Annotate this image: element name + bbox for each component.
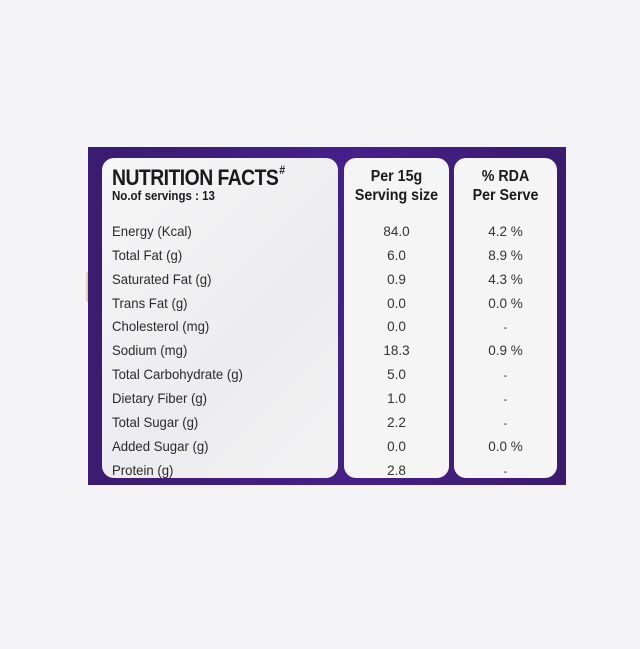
rda-value: 0.0 % bbox=[488, 439, 523, 454]
per-serving-value: 2.2 bbox=[387, 415, 406, 430]
rda-value: 4.2 % bbox=[488, 224, 523, 239]
rda-value: 0.9 % bbox=[488, 343, 523, 358]
nutrients-card: NUTRITION FACTS# No.of servings : 13 Ene… bbox=[102, 158, 338, 478]
nutrient-name: Sodium (mg) bbox=[112, 342, 188, 358]
nutrient-name: Cholesterol (mg) bbox=[112, 318, 210, 334]
rda-card: % RDA Per Serve 4.2 % 8.9 % 4.3 % 0.0 % … bbox=[454, 158, 557, 478]
rda-value: - bbox=[503, 466, 508, 478]
nutrient-name: Energy (Kcal) bbox=[112, 223, 192, 239]
rda-header-line2: Per Serve bbox=[472, 187, 539, 204]
servings-count: No.of servings : 13 bbox=[112, 189, 215, 203]
per-serving-header-line2: Serving size bbox=[354, 187, 439, 204]
rda-value: 8.9 % bbox=[488, 248, 523, 263]
per-serving-value: 0.0 bbox=[387, 439, 406, 454]
rda-header-line1: % RDA bbox=[481, 168, 530, 185]
nutrition-facts-title: NUTRITION FACTS# bbox=[112, 163, 285, 191]
nutrient-name: Dietary Fiber (g) bbox=[112, 390, 208, 406]
title-text: NUTRITION FACTS bbox=[112, 165, 279, 190]
nutrient-name: Total Sugar (g) bbox=[112, 414, 199, 430]
per-serving-value: 84.0 bbox=[383, 224, 410, 239]
rda-value: - bbox=[503, 322, 508, 334]
per-serving-value: 0.9 bbox=[387, 272, 406, 287]
rda-value: - bbox=[503, 394, 508, 406]
per-serving-value: 1.0 bbox=[387, 391, 406, 406]
per-serving-value: 18.3 bbox=[383, 343, 410, 358]
nutrient-name: Added Sugar (g) bbox=[112, 438, 209, 454]
rda-value: 4.3 % bbox=[488, 272, 523, 287]
per-serving-value: 6.0 bbox=[387, 248, 406, 263]
nutrient-name: Total Carbohydrate (g) bbox=[112, 366, 243, 382]
nutrient-name: Total Fat (g) bbox=[112, 247, 183, 263]
nutrient-name: Saturated Fat (g) bbox=[112, 271, 212, 287]
per-serving-header: Per 15g Serving size bbox=[344, 167, 449, 205]
nutrient-name: Trans Fat (g) bbox=[112, 295, 188, 311]
rda-value: - bbox=[503, 370, 508, 382]
rda-header: % RDA Per Serve bbox=[454, 167, 557, 205]
per-serving-value: 5.0 bbox=[387, 367, 406, 382]
rda-value: - bbox=[503, 418, 508, 430]
nutrient-name: Protein (g) bbox=[112, 462, 174, 478]
rda-value: 0.0 % bbox=[488, 296, 523, 311]
per-serving-header-line1: Per 15g bbox=[370, 168, 423, 185]
per-serving-value: 0.0 bbox=[387, 296, 406, 311]
title-mark: # bbox=[279, 163, 285, 177]
per-serving-card: Per 15g Serving size 84.0 6.0 0.9 0.0 0.… bbox=[344, 158, 449, 478]
nutrition-label-panel: NUTRITION FACTS# No.of servings : 13 Ene… bbox=[88, 147, 566, 485]
per-serving-value: 0.0 bbox=[387, 319, 406, 334]
per-serving-value: 2.8 bbox=[387, 463, 406, 478]
